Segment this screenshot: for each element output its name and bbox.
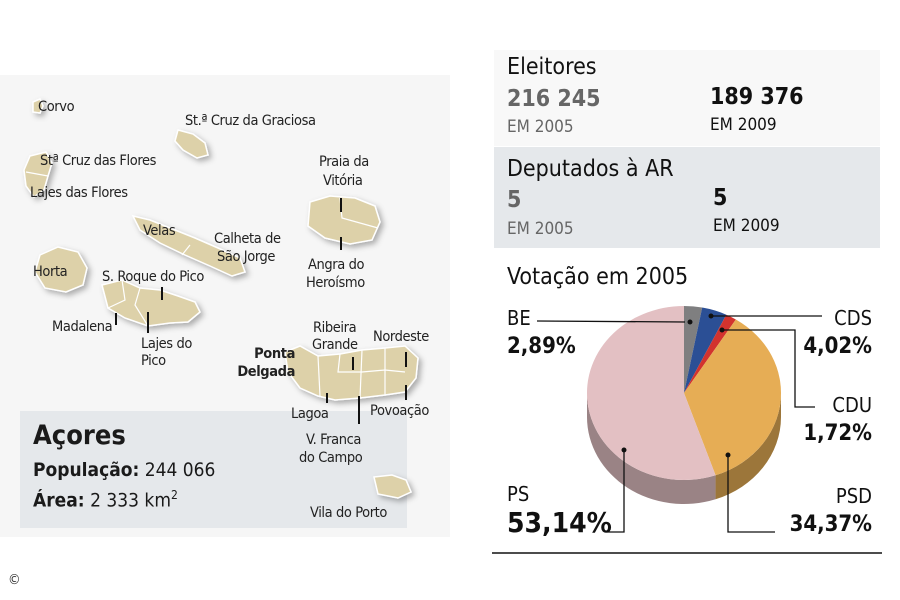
island-sao-miguel <box>284 345 419 401</box>
island-santa-maria <box>373 474 412 499</box>
label-corvo: Corvo <box>38 99 75 115</box>
deputados-panel <box>494 147 880 248</box>
label-cdu: CDU <box>832 393 872 417</box>
label-sao-roque: S. Roque do Pico <box>102 269 205 285</box>
label-flores-south: Lajes das Flores <box>30 185 128 201</box>
value-cds: 4,02% <box>803 334 872 359</box>
eleitores-2005-label: EM 2005 <box>507 117 574 137</box>
label-calheta-2: São Jorge <box>217 249 276 265</box>
pie-slice-be <box>684 306 703 393</box>
leader-cdu <box>722 329 815 408</box>
population-label: População: <box>33 459 140 481</box>
leader-ps <box>607 450 625 533</box>
label-ponta: Ponta <box>254 346 295 362</box>
label-delgada: Delgada <box>237 364 295 380</box>
label-be: BE <box>507 306 531 330</box>
info-box <box>20 411 407 528</box>
label-madalena: Madalena <box>52 319 113 335</box>
eleitores-title: Eleitores <box>507 54 597 80</box>
map-leader-ticks <box>115 198 407 424</box>
pie-slice-psd <box>684 319 781 476</box>
area: Área: 2 333 km2 <box>33 488 178 511</box>
value-psd: 34,37% <box>789 512 872 537</box>
deputados-2005-value: 5 <box>507 187 522 213</box>
label-lagoa: Lagoa <box>291 406 329 422</box>
label-flores-north: Stª Cruz das Flores <box>40 153 157 169</box>
eleitores-panel <box>494 50 880 146</box>
value-cdu: 1,72% <box>803 421 872 446</box>
island-graciosa <box>174 129 209 159</box>
label-calheta-1: Calheta de <box>214 231 281 247</box>
copyright-icon: © <box>8 572 21 588</box>
label-praia-2: Vitória <box>323 173 363 189</box>
pie-chart <box>586 306 781 504</box>
region-title: Açores <box>33 420 126 451</box>
pie-slice-cds <box>684 307 727 393</box>
eleitores-2009-label: EM 2009 <box>710 115 777 135</box>
eleitores-2005-value: 216 245 <box>507 86 601 112</box>
deputados-2005-label: EM 2005 <box>507 219 574 239</box>
label-angra-2: Heroísmo <box>306 275 365 291</box>
label-cds: CDS <box>834 306 872 330</box>
label-horta: Horta <box>33 264 68 280</box>
label-lajes-pico-1: Lajes do <box>141 336 192 352</box>
leader-psd <box>727 455 775 533</box>
label-povoacao: Povoação <box>370 403 429 419</box>
label-nordeste: Nordeste <box>373 329 429 345</box>
pie-leader-lines <box>536 315 822 533</box>
island-terceira <box>307 195 381 245</box>
deputados-title: Deputados à AR <box>507 156 674 182</box>
label-velas: Velas <box>143 223 176 239</box>
label-ribeira-2: Grande <box>312 337 358 353</box>
deputados-2009-value: 5 <box>713 185 728 211</box>
label-graciosa: St.ª Cruz da Graciosa <box>185 113 316 129</box>
eleitores-2009-value: 189 376 <box>710 84 804 110</box>
deputados-2009-label: EM 2009 <box>713 216 780 236</box>
pie-side-psd <box>715 393 781 500</box>
label-angra-1: Angra do <box>308 257 365 273</box>
label-vfranca-2: do Campo <box>299 450 363 466</box>
label-praia-1: Praia da <box>319 154 369 170</box>
label-vila-do-porto: Vila do Porto <box>310 505 387 521</box>
pie-leader-dots <box>621 313 731 458</box>
label-ps: PS <box>507 482 530 506</box>
area-label: Área: <box>33 489 85 512</box>
population-value: 244 066 <box>144 459 216 481</box>
leader-be <box>536 320 686 323</box>
pie-slice-cdu <box>684 314 736 393</box>
area-value: 2 333 km <box>90 489 171 512</box>
pie-side-ps <box>587 393 716 504</box>
label-lajes-pico-2: Pico <box>141 353 166 369</box>
label-psd: PSD <box>835 484 872 508</box>
population: População: 244 066 <box>33 459 215 481</box>
island-corvo <box>32 98 44 114</box>
value-be: 2,89% <box>507 334 576 359</box>
label-ribeira-1: Ribeira <box>313 320 357 336</box>
island-faial <box>34 246 88 293</box>
value-ps: 53,14% <box>507 506 612 539</box>
area-superscript: 2 <box>170 488 178 502</box>
chart-title: Votação em 2005 <box>507 264 689 290</box>
pie-slice-ps <box>586 306 716 480</box>
label-vfranca-1: V. Franca <box>306 432 361 448</box>
